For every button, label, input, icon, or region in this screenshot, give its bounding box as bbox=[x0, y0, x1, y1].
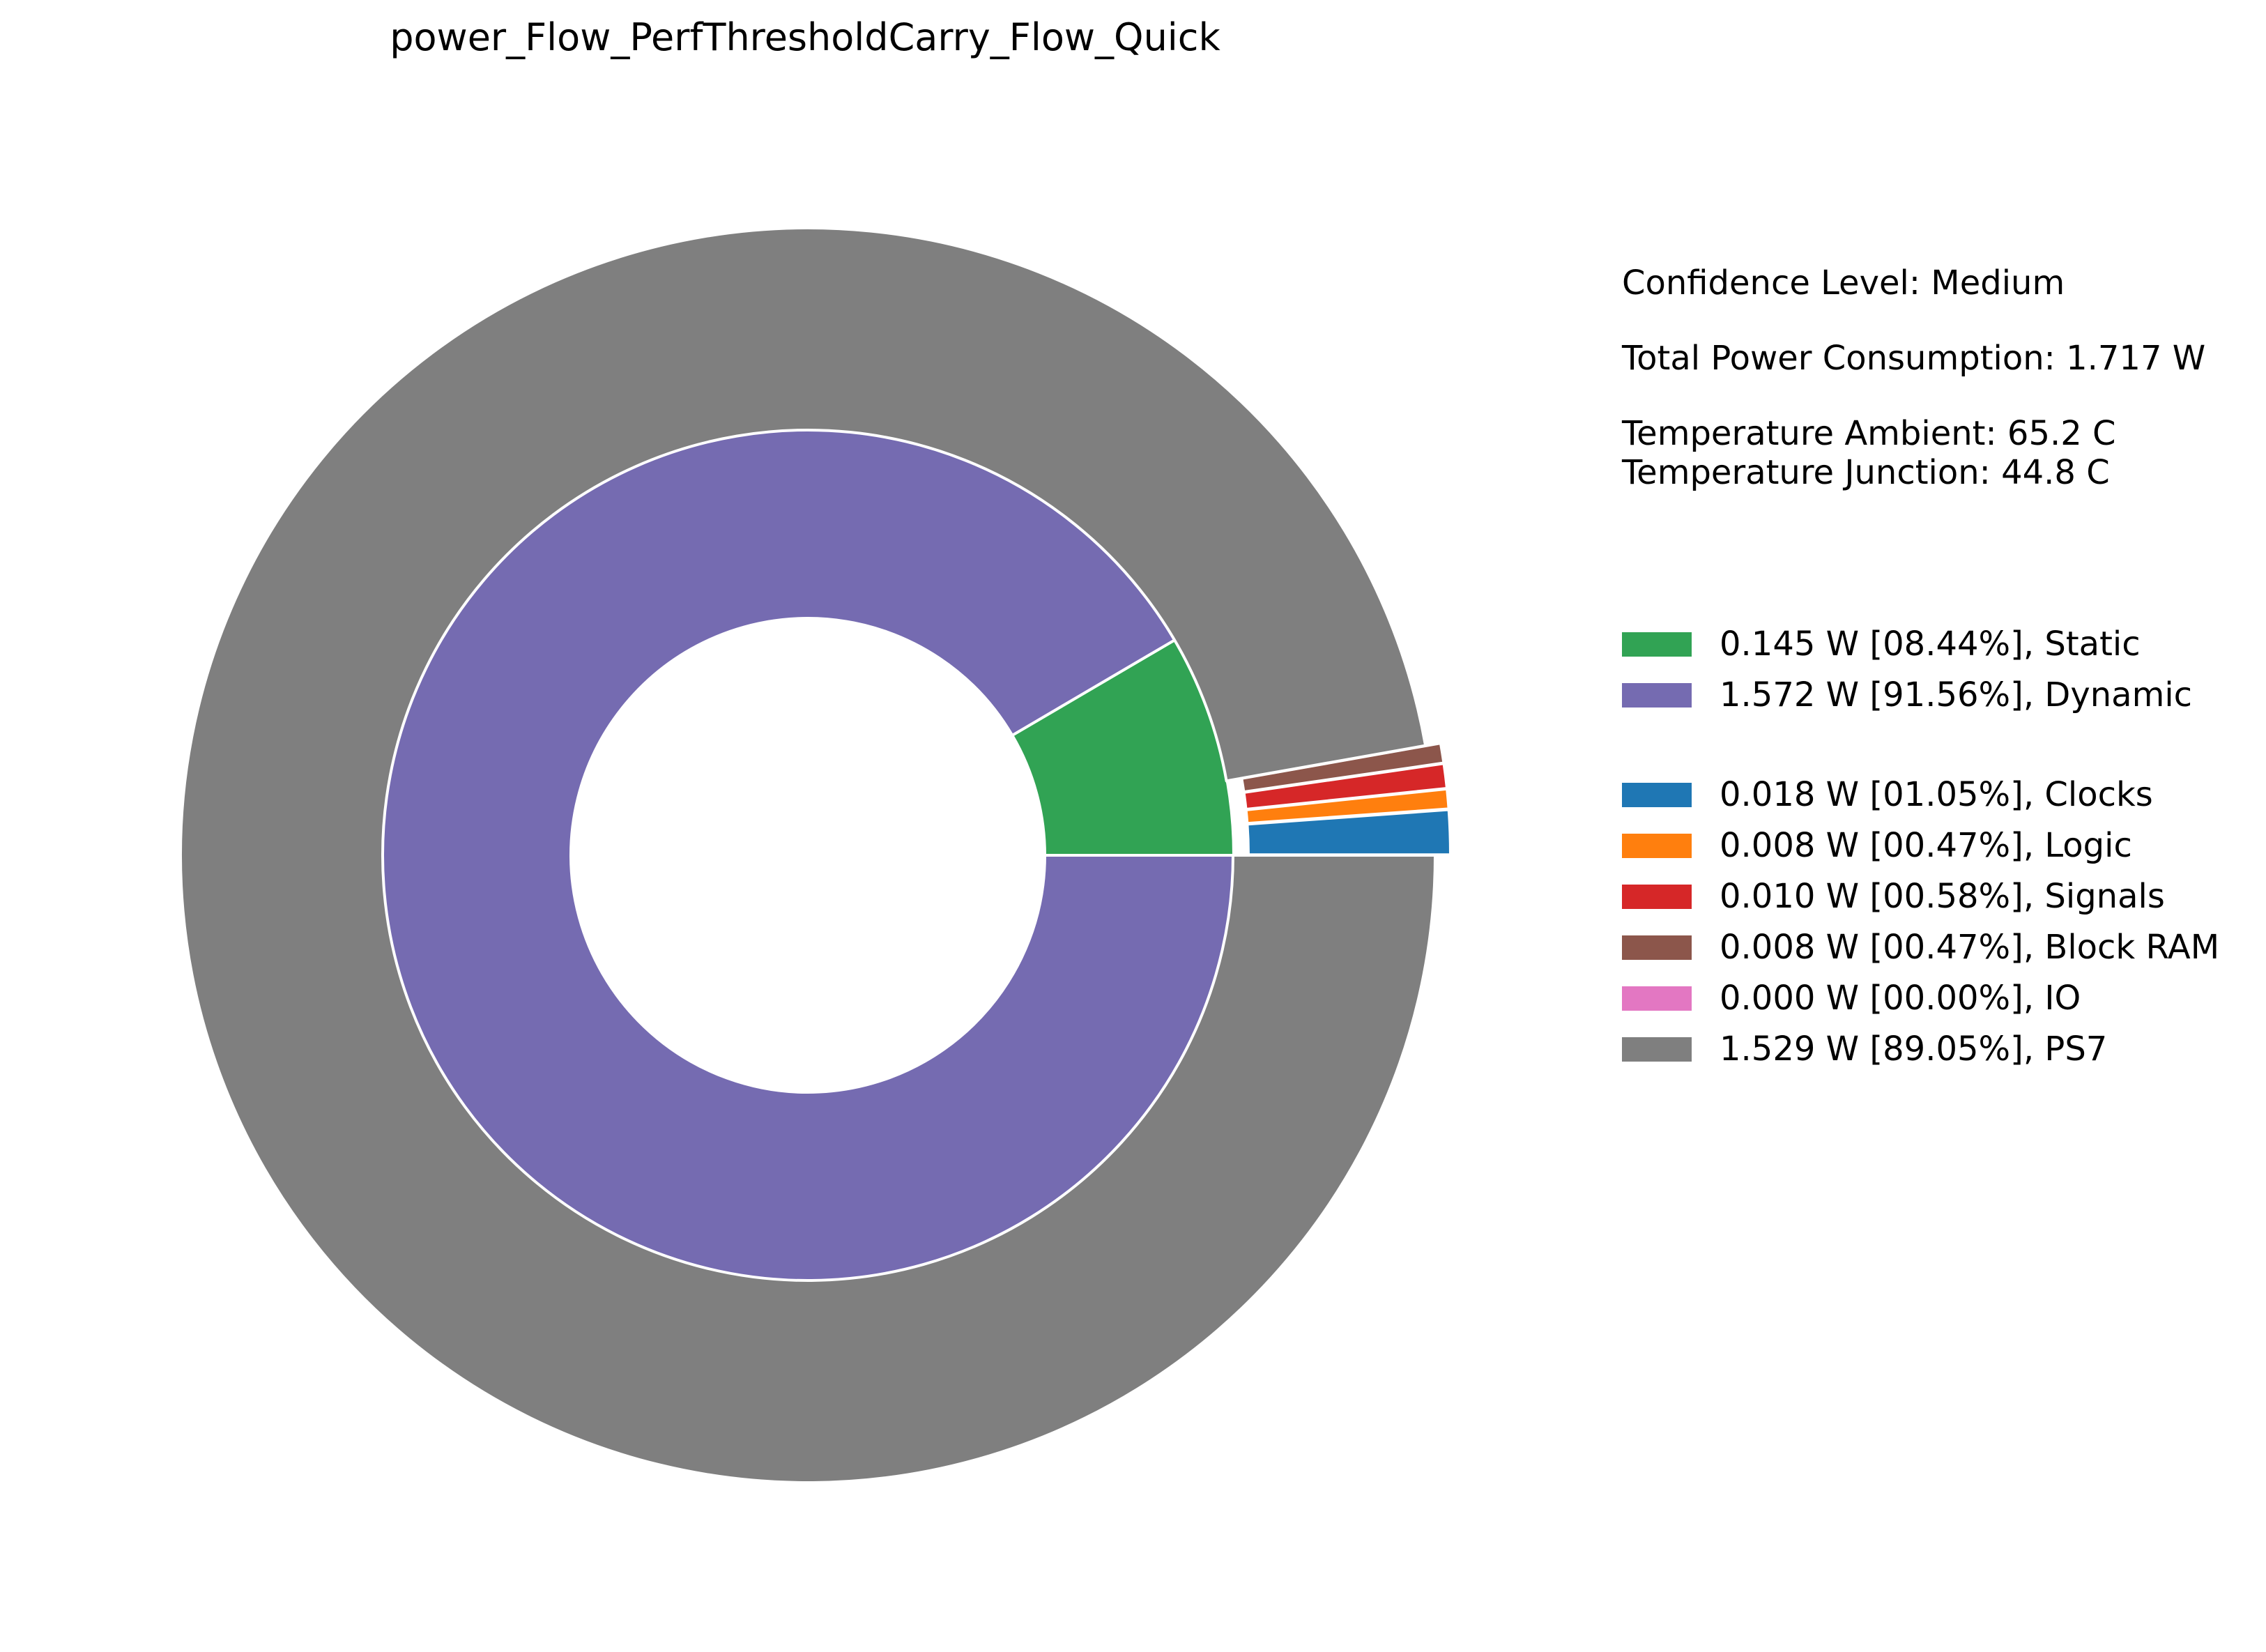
legend-label: 0.008 W [00.47%], Block RAM bbox=[1720, 928, 2220, 967]
legend-swatch bbox=[1622, 1037, 1692, 1062]
legend-swatch bbox=[1622, 783, 1692, 807]
temperature-junction: Temperature Junction: 44.8 C bbox=[1622, 453, 2110, 492]
legend-swatch bbox=[1622, 935, 1692, 960]
legend-swatch bbox=[1622, 632, 1692, 657]
outer-slice-5 bbox=[179, 227, 1437, 1484]
legend-label: 0.010 W [00.58%], Signals bbox=[1720, 877, 2165, 916]
legend-label: 0.018 W [01.05%], Clocks bbox=[1720, 775, 2153, 814]
legend-swatch bbox=[1622, 986, 1692, 1011]
info-block: Confidence Level: Medium Total Power Con… bbox=[1622, 263, 2205, 492]
legend-label: 0.000 W [00.00%], IO bbox=[1720, 979, 2081, 1018]
legend-label: 0.145 W [08.44%], Static bbox=[1720, 625, 2141, 664]
inner-slice-1 bbox=[381, 427, 1235, 1283]
legend-label: 0.008 W [00.47%], Logic bbox=[1720, 826, 2132, 865]
legend-label: 1.529 W [89.05%], PS7 bbox=[1720, 1030, 2108, 1069]
chart-title: power_Flow_PerfThresholdCarry_Flow_Quick bbox=[390, 15, 1220, 59]
legend-swatch bbox=[1622, 834, 1692, 858]
confidence-level: Confidence Level: Medium bbox=[1622, 263, 2065, 303]
temperature-ambient: Temperature Ambient: 65.2 C bbox=[1622, 414, 2116, 453]
legend-swatch bbox=[1622, 885, 1692, 909]
total-power: Total Power Consumption: 1.717 W bbox=[1622, 339, 2206, 378]
legend-label: 1.572 W [91.56%], Dynamic bbox=[1720, 675, 2193, 714]
legend-swatch bbox=[1622, 683, 1692, 708]
